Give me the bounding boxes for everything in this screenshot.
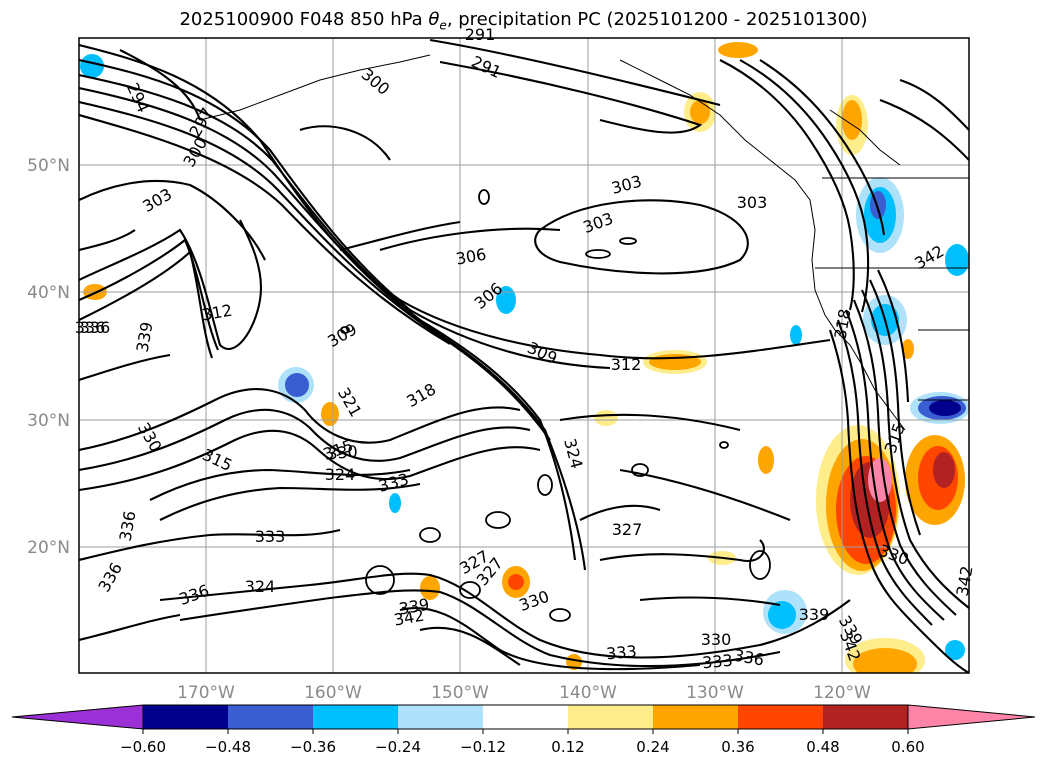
contour-label: 312 bbox=[200, 301, 233, 325]
colorbar-tick-label: 0.36 bbox=[721, 738, 754, 756]
contour-label: 336 bbox=[116, 509, 140, 542]
contour-label: 330 bbox=[876, 541, 911, 569]
contour-label: 303 bbox=[139, 184, 175, 216]
contour-label: 303 bbox=[609, 172, 643, 198]
contour-label: 333 bbox=[605, 642, 637, 664]
contour-label: 339 bbox=[133, 320, 157, 353]
colorbar-segment bbox=[568, 705, 653, 729]
contour-label: 327 bbox=[612, 520, 643, 539]
contour-label: 336 bbox=[75, 318, 106, 337]
contour-label: 336 bbox=[732, 646, 765, 670]
colorbar-tick-label: −0.60 bbox=[120, 738, 166, 756]
contour-label: 309 bbox=[324, 319, 360, 351]
contour-label: 315 bbox=[881, 421, 909, 456]
lat-tick-label: 30°N bbox=[27, 411, 70, 431]
map-frame bbox=[78, 37, 970, 674]
contour-label: 330 bbox=[326, 442, 358, 464]
colorbar-segment bbox=[823, 705, 908, 729]
colorbar-segment bbox=[228, 705, 313, 729]
colorbar-tick-label: 0.24 bbox=[636, 738, 669, 756]
contour-label: 303 bbox=[581, 209, 616, 237]
lon-tick-label: 140°W bbox=[559, 683, 617, 703]
colorbar-tick-label: 0.48 bbox=[806, 738, 839, 756]
contour-label: 312 bbox=[611, 355, 642, 374]
contour-label: 336 bbox=[80, 318, 111, 337]
colorbar-segment bbox=[398, 705, 483, 729]
colorbar-tick-label: −0.36 bbox=[290, 738, 336, 756]
colorbar-segment bbox=[143, 705, 228, 729]
colorbar-outline bbox=[142, 704, 909, 730]
colorbar-segment bbox=[738, 705, 823, 729]
contour-label: 342 bbox=[953, 564, 977, 597]
contour-label: 315 bbox=[199, 445, 235, 475]
map-title: 2025100900 F048 850 hPa θe, precipitatio… bbox=[179, 9, 868, 33]
lat-tick-label: 50°N bbox=[27, 156, 70, 176]
contour-label: 303 bbox=[737, 193, 768, 212]
contour-label: 309 bbox=[524, 338, 560, 368]
theta-e-contours bbox=[79, 38, 969, 673]
colorbar-tick-label: −0.48 bbox=[205, 738, 251, 756]
contour-label: 306 bbox=[454, 245, 487, 269]
colorbar-tick-label: −0.24 bbox=[375, 738, 421, 756]
lat-tick-label: 20°N bbox=[27, 538, 70, 558]
lon-tick-label: 150°W bbox=[431, 683, 489, 703]
lat-tick-label: 40°N bbox=[27, 283, 70, 303]
colorbar-segment bbox=[653, 705, 738, 729]
colorbar-tick-label: 0.60 bbox=[891, 738, 924, 756]
colorbar: −0.60 −0.48 −0.36 −0.24 −0.12 0.12 0.24 0.36 0.4… bbox=[11, 704, 1036, 756]
contour-label: 318 bbox=[403, 379, 439, 411]
contour-label: 294 bbox=[123, 80, 153, 116]
contour-label: 339 bbox=[799, 605, 830, 624]
contour-label: 336 bbox=[94, 559, 126, 595]
lon-tick-label: 130°W bbox=[686, 683, 744, 703]
contour-label: 324 bbox=[560, 436, 586, 470]
colorbar-tick-label: 0.12 bbox=[551, 738, 584, 756]
contour-label: 291 bbox=[468, 52, 504, 82]
coastlines bbox=[199, 54, 969, 431]
colorbar-extend-low bbox=[11, 704, 144, 730]
lon-tick-label: 120°W bbox=[813, 683, 871, 703]
small-contour-cells bbox=[340, 189, 771, 622]
contour-label: 324 bbox=[325, 465, 356, 484]
contour-label: 330 bbox=[701, 630, 732, 649]
contour-label: 318 bbox=[831, 307, 855, 340]
colorbar-extend-high bbox=[907, 704, 1036, 730]
contour-label: 324 bbox=[245, 577, 276, 596]
contour-label: 333 bbox=[701, 651, 733, 673]
colorbar-segment bbox=[313, 705, 398, 729]
contour-label: 333 bbox=[255, 527, 286, 546]
contour-label: 291 bbox=[465, 25, 496, 44]
lon-tick-label: 170°W bbox=[177, 683, 235, 703]
precip-shading bbox=[80, 42, 969, 673]
colorbar-segment bbox=[483, 705, 568, 729]
lon-tick-label: 160°W bbox=[304, 683, 362, 703]
contour-label: 342 bbox=[392, 606, 425, 630]
colorbar-tick-label: −0.12 bbox=[460, 738, 506, 756]
